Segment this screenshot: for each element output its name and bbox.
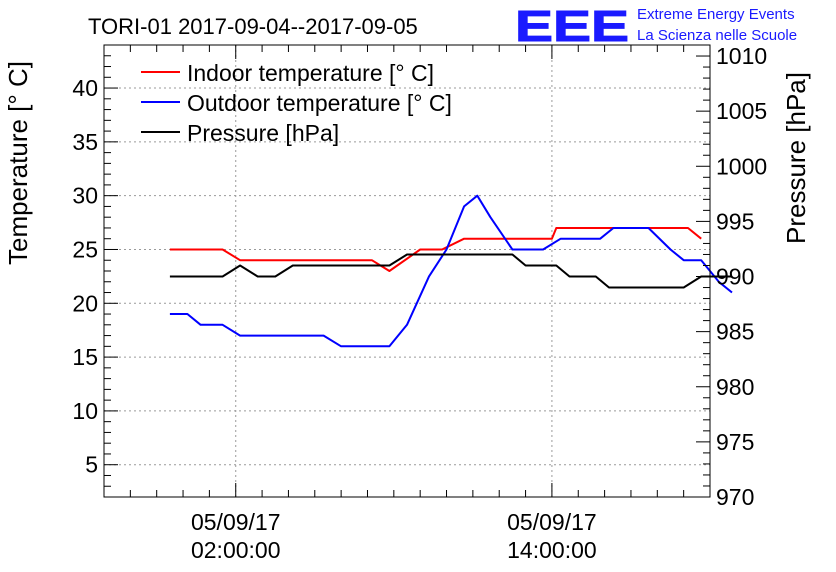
chart-title: TORI-01 2017-09-04--2017-09-05 — [88, 14, 418, 39]
y-right-tick-label: 995 — [716, 208, 754, 234]
x-tick-label-time: 14:00:00 — [507, 537, 597, 563]
series-line-3 — [169, 253, 732, 289]
eee-line2: La Scienza nelle Scuole — [637, 27, 797, 44]
y-left-tick-label: 15 — [72, 344, 98, 370]
eee-logo: EEE Extreme Energy Events La Scienza nel… — [515, 2, 798, 52]
y-left-tick-label: 35 — [72, 129, 98, 155]
y-left-tick-label: 20 — [72, 290, 98, 316]
axis-ticks: 5 10 15 20 25 30 35 40 970 975 980 985 990 995 1000 100… — [72, 43, 767, 563]
y-left-tick-label: 40 — [72, 75, 98, 101]
y-axis-label-left: Temperature [° C] — [3, 61, 33, 265]
y-axis-label-right: Pressure [hPa] — [781, 72, 811, 244]
eee-line1: Extreme Energy Events — [637, 6, 795, 23]
legend-label-2: Outdoor temperature [° C] — [187, 90, 452, 116]
y-left-tick-label: 30 — [72, 183, 98, 209]
x-tick-label-time: 02:00:00 — [191, 537, 281, 563]
eee-logo-text: EEE — [515, 2, 629, 51]
y-left-tick-label: 25 — [72, 236, 98, 262]
x-tick-label-date: 05/09/17 — [507, 509, 597, 535]
legend-label-1: Indoor temperature [° C] — [187, 60, 434, 86]
y-right-tick-label: 970 — [716, 484, 754, 510]
series-line-2 — [169, 194, 733, 348]
legend: Indoor temperature [° C] Outdoor temperat… — [141, 60, 452, 146]
grid — [104, 45, 710, 497]
legend-label-3: Pressure [hPa] — [187, 120, 339, 146]
y-right-tick-label: 985 — [716, 319, 754, 345]
y-right-tick-label: 1005 — [716, 98, 767, 124]
y-right-tick-label: 980 — [716, 374, 754, 400]
y-left-tick-label: 5 — [85, 452, 98, 478]
y-right-tick-label: 1000 — [716, 153, 767, 179]
y-left-tick-label: 10 — [72, 398, 98, 424]
series-lines — [169, 194, 733, 348]
x-tick-label-date: 05/09/17 — [191, 509, 281, 535]
y-right-tick-label: 990 — [716, 264, 754, 290]
y-right-tick-label: 1010 — [716, 43, 767, 69]
y-right-tick-label: 975 — [716, 429, 754, 455]
